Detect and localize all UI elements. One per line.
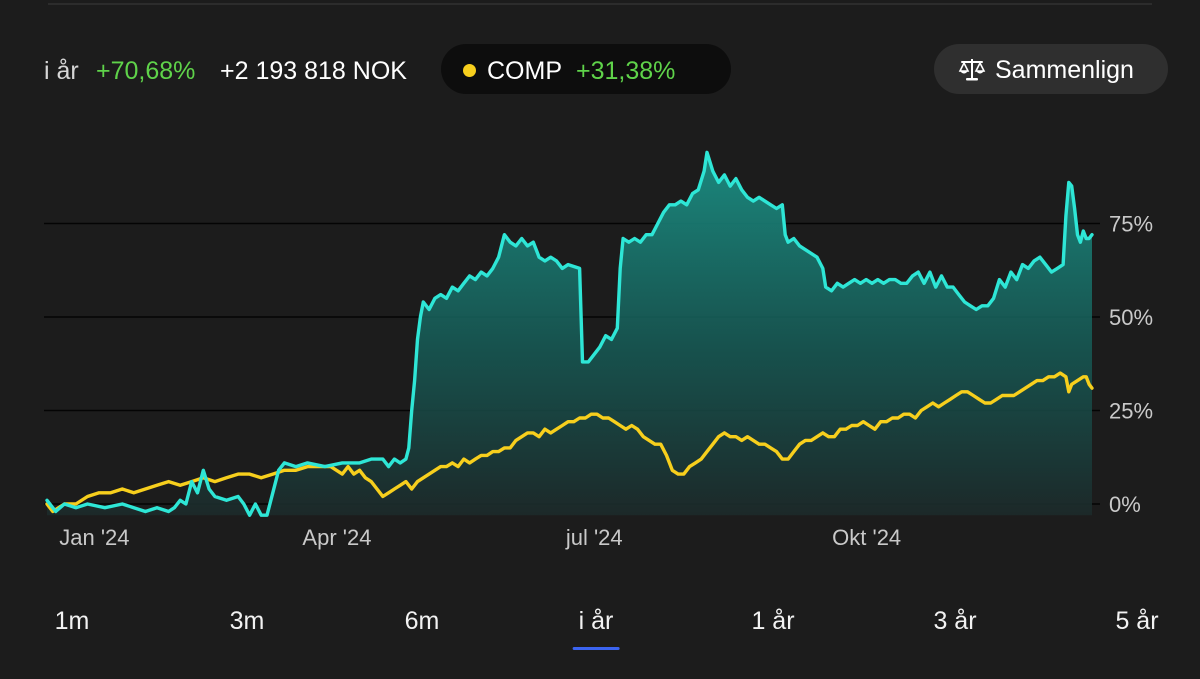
benchmark-line [45, 371, 1094, 514]
x-tick-label-3: Okt '24 [832, 525, 901, 550]
range-tab-label: i år [578, 607, 614, 635]
performance-header: i år +70,68% +2 193 818 NOK COMP +31,38%… [44, 44, 1184, 96]
benchmark-name: COMP [487, 57, 562, 85]
range-tab-1[interactable]: 3m [230, 607, 265, 636]
range-tab-label: 1 år [751, 607, 795, 635]
scale-icon [958, 59, 986, 81]
y-tick-label-2: 50% [1109, 305, 1153, 330]
period-label: i år [44, 57, 79, 85]
range-tab-label: 6m [404, 607, 440, 635]
x-tick-label-2: jul '24 [565, 525, 623, 550]
range-tab-2[interactable]: 6m [405, 607, 440, 636]
top-divider [48, 3, 1152, 5]
range-tab-3[interactable]: i år [572, 607, 620, 650]
portfolio-return-amount: +2 193 818 NOK [220, 57, 407, 85]
y-tick-label-0: 0% [1109, 492, 1141, 517]
y-tick-label-1: 25% [1109, 399, 1153, 424]
range-tab-label: 5 år [1115, 607, 1159, 635]
range-tab-label: 1m [54, 607, 90, 635]
x-tick-label-0: Jan '24 [59, 525, 129, 550]
active-tab-underline [572, 647, 620, 650]
benchmark-dot-icon [463, 64, 476, 77]
time-range-selector: 1m 3m 6m i år 1 år 3 år 5 år [0, 600, 1200, 660]
compare-button-label: Sammenlign [995, 56, 1134, 84]
range-tab-4[interactable]: 1 år [751, 607, 794, 636]
range-tab-0[interactable]: 1m [55, 607, 90, 636]
performance-chart[interactable]: 0% 25% 50% 75% Jan '24 Apr '24 jul '24 Okt '24 [0, 110, 1200, 560]
compare-button[interactable]: Sammenlign [934, 44, 1168, 94]
portfolio-line [45, 150, 1094, 517]
portfolio-return-percent: +70,68% [96, 57, 196, 85]
range-tab-6[interactable]: 5 år [1115, 607, 1158, 636]
range-tab-5[interactable]: 3 år [933, 607, 976, 636]
y-tick-label-3: 75% [1109, 212, 1153, 237]
range-tab-label: 3m [229, 607, 265, 635]
x-tick-label-1: Apr '24 [302, 525, 371, 550]
range-tab-label: 3 år [933, 607, 977, 635]
benchmark-pill[interactable]: COMP +31,38% [441, 44, 731, 94]
portfolio-area [47, 152, 1092, 516]
benchmark-return-percent: +31,38% [576, 57, 676, 85]
